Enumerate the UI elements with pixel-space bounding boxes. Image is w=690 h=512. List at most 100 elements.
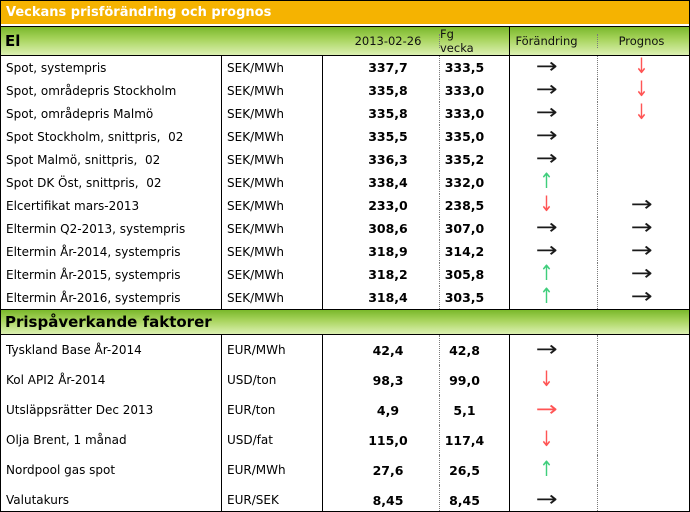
change-cell: → (510, 148, 598, 171)
row-label: Kol API2 År-2014 (1, 365, 222, 395)
forecast-cell (598, 395, 689, 425)
current-value: 308,6 (323, 217, 440, 240)
row-unit: USD/ton (222, 365, 323, 395)
previous-value: 42,8 (440, 335, 510, 365)
row-unit: EUR/MWh (222, 335, 323, 365)
current-value: 336,3 (323, 148, 440, 171)
forecast-cell: ↓ (598, 102, 689, 125)
up-arrow-green-icon: ↑ (539, 286, 554, 309)
previous-value: 99,0 (440, 365, 510, 395)
table-row: Eltermin År-2015, systempris SEK/MWh 318… (1, 263, 689, 286)
row-unit: SEK/MWh (222, 102, 323, 125)
current-value: 4,9 (323, 395, 440, 425)
right-arrow-black-icon: → (630, 286, 653, 308)
title-bar: Veckans prisförändring och prognos (1, 1, 689, 24)
forecast-cell: → (598, 240, 689, 263)
current-value: 318,9 (323, 240, 440, 263)
change-cell: ↓ (510, 194, 598, 217)
down-arrow-red-icon: ↓ (539, 426, 554, 452)
table-row: Kol API2 År-2014 USD/ton 98,3 99,0 ↓ (1, 365, 689, 395)
row-label: Spot, områdepris Stockholm (1, 79, 222, 102)
forecast-cell (598, 125, 689, 148)
section-title-factors: Prispåverkande faktorer (5, 313, 212, 331)
current-value: 27,6 (323, 455, 440, 485)
change-cell: → (510, 485, 598, 511)
previous-value: 303,5 (440, 286, 510, 309)
current-value: 233,0 (323, 194, 440, 217)
section-title-el: El (5, 32, 21, 50)
current-value: 335,8 (323, 102, 440, 125)
previous-value: 333,5 (440, 56, 510, 79)
current-value: 318,4 (323, 286, 440, 309)
section-header-factors: Prispåverkande faktorer (1, 309, 689, 335)
previous-value: 335,0 (440, 125, 510, 148)
row-label: Tyskland Base År-2014 (1, 335, 222, 365)
right-arrow-black-icon: → (535, 125, 558, 147)
change-cell: → (510, 335, 598, 365)
row-unit: SEK/MWh (222, 217, 323, 240)
row-unit: SEK/MWh (222, 286, 323, 309)
previous-value: 5,1 (440, 395, 510, 425)
down-arrow-red-icon: ↓ (539, 366, 554, 392)
previous-value: 305,8 (440, 263, 510, 286)
row-label: Spot Malmö, snittpris, 02 (1, 148, 222, 171)
right-arrow-red-icon: → (535, 396, 558, 421)
row-label: Spot DK Öst, snittpris, 02 (1, 171, 222, 194)
up-arrow-green-icon: ↑ (539, 171, 554, 194)
right-arrow-black-icon: → (630, 240, 653, 262)
forecast-cell (598, 455, 689, 485)
current-value: 8,45 (323, 485, 440, 511)
down-arrow-red-icon: ↓ (634, 79, 649, 102)
column-header-date: 2013-02-26 (323, 34, 440, 48)
row-unit: SEK/MWh (222, 148, 323, 171)
factors-rows: Tyskland Base År-2014 EUR/MWh 42,4 42,8 … (1, 335, 689, 511)
table-row: Nordpool gas spot EUR/MWh 27,6 26,5 ↑ (1, 455, 689, 485)
row-unit: SEK/MWh (222, 240, 323, 263)
forecast-cell (598, 171, 689, 194)
table-row: Olja Brent, 1 månad USD/fat 115,0 117,4 … (1, 425, 689, 455)
row-label: Eltermin År-2015, systempris (1, 263, 222, 286)
right-arrow-black-icon: → (535, 79, 558, 101)
row-label: Olja Brent, 1 månad (1, 425, 222, 455)
row-label: Eltermin År-2014, systempris (1, 240, 222, 263)
table-row: Elcertifikat mars-2013 SEK/MWh 233,0 238… (1, 194, 689, 217)
table-row: Eltermin År-2014, systempris SEK/MWh 318… (1, 240, 689, 263)
change-cell: → (510, 79, 598, 102)
right-arrow-black-icon: → (535, 148, 558, 170)
change-cell: ↑ (510, 286, 598, 309)
table-row: Valutakurs EUR/SEK 8,45 8,45 → (1, 485, 689, 511)
forecast-cell (598, 148, 689, 171)
row-label: Nordpool gas spot (1, 455, 222, 485)
row-label: Elcertifikat mars-2013 (1, 194, 222, 217)
right-arrow-black-icon: → (630, 194, 653, 216)
up-arrow-green-icon: ↑ (539, 263, 554, 286)
table-row: Utsläppsrätter Dec 2013 EUR/ton 4,9 5,1 … (1, 395, 689, 425)
up-arrow-green-icon: ↑ (539, 456, 554, 482)
change-cell: → (510, 217, 598, 240)
change-cell: → (510, 240, 598, 263)
table-row: Spot, områdepris Stockholm SEK/MWh 335,8… (1, 79, 689, 102)
change-cell: → (510, 125, 598, 148)
current-value: 338,4 (323, 171, 440, 194)
previous-value: 117,4 (440, 425, 510, 455)
table-row: Spot, områdepris Malmö SEK/MWh 335,8 333… (1, 102, 689, 125)
table-row: Spot Stockholm, snittpris, 02 SEK/MWh 33… (1, 125, 689, 148)
section-header-el: El 2013-02-26 Fg vecka Förändring Progno… (1, 26, 689, 56)
row-unit: SEK/MWh (222, 125, 323, 148)
right-arrow-black-icon: → (630, 263, 653, 285)
right-arrow-black-icon: → (535, 56, 558, 78)
row-unit: SEK/MWh (222, 194, 323, 217)
row-label: Utsläppsrätter Dec 2013 (1, 395, 222, 425)
current-value: 318,2 (323, 263, 440, 286)
change-cell: → (510, 56, 598, 79)
forecast-cell: → (598, 194, 689, 217)
current-value: 335,8 (323, 79, 440, 102)
forecast-cell: → (598, 217, 689, 240)
row-unit: SEK/MWh (222, 171, 323, 194)
down-arrow-red-icon: ↓ (634, 102, 649, 125)
change-cell: ↑ (510, 263, 598, 286)
right-arrow-black-icon: → (630, 217, 653, 239)
current-value: 98,3 (323, 365, 440, 395)
el-rows: Spot, systempris SEK/MWh 337,7 333,5 → ↓… (1, 56, 689, 309)
